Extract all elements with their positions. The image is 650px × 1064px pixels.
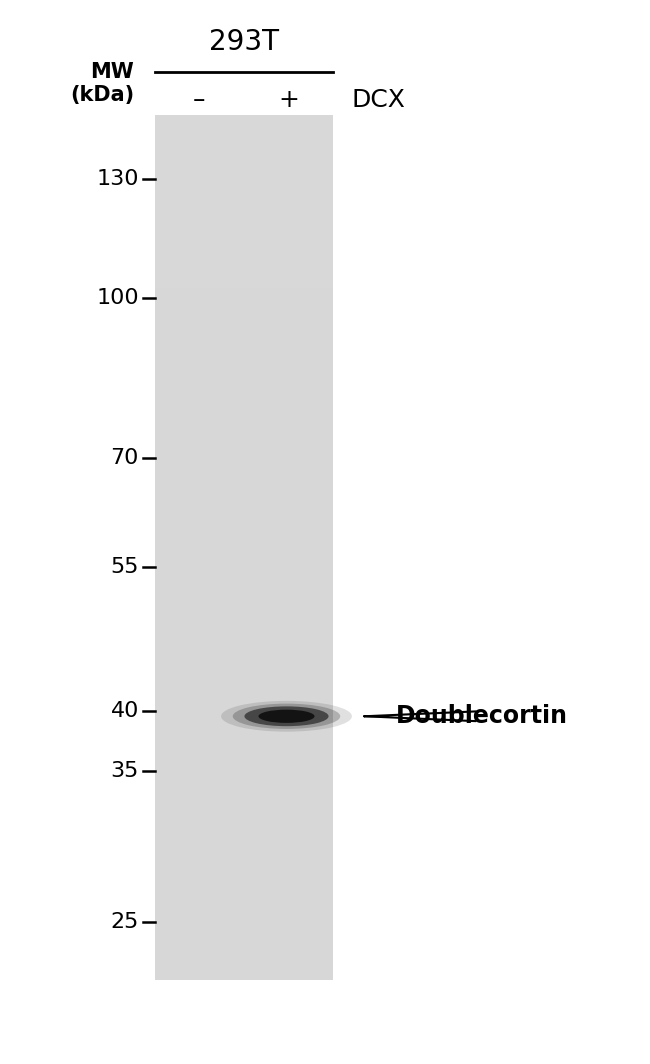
- Text: 40: 40: [111, 700, 139, 720]
- Text: 293T: 293T: [209, 28, 279, 56]
- Bar: [155, 115, 333, 980]
- Bar: [155, 850, 333, 894]
- Text: DCX: DCX: [351, 88, 405, 112]
- Bar: [155, 115, 333, 159]
- Bar: [155, 807, 333, 850]
- Bar: [155, 288, 333, 331]
- Bar: [155, 159, 333, 201]
- Bar: [155, 720, 333, 764]
- Bar: [155, 591, 333, 634]
- Bar: [155, 634, 333, 678]
- Text: +: +: [278, 88, 299, 112]
- Text: 130: 130: [96, 169, 139, 189]
- Bar: [155, 548, 333, 591]
- Text: 25: 25: [111, 913, 139, 932]
- Bar: [155, 936, 333, 980]
- Text: 55: 55: [111, 558, 139, 577]
- Bar: [155, 418, 333, 461]
- Bar: [155, 375, 333, 418]
- Ellipse shape: [221, 701, 352, 732]
- Ellipse shape: [233, 703, 340, 729]
- Bar: [155, 461, 333, 504]
- Ellipse shape: [244, 706, 328, 726]
- Text: Doublecortin: Doublecortin: [396, 704, 568, 728]
- Text: 35: 35: [111, 761, 139, 781]
- Bar: [155, 245, 333, 288]
- Bar: [155, 201, 333, 245]
- Ellipse shape: [259, 710, 315, 722]
- Text: 70: 70: [111, 448, 139, 468]
- Text: MW
(kDa): MW (kDa): [70, 62, 134, 105]
- Bar: [155, 504, 333, 548]
- Text: –: –: [193, 88, 206, 112]
- Bar: [155, 331, 333, 375]
- Bar: [155, 678, 333, 720]
- Bar: [155, 764, 333, 807]
- Text: 100: 100: [96, 287, 139, 307]
- Bar: [155, 894, 333, 936]
